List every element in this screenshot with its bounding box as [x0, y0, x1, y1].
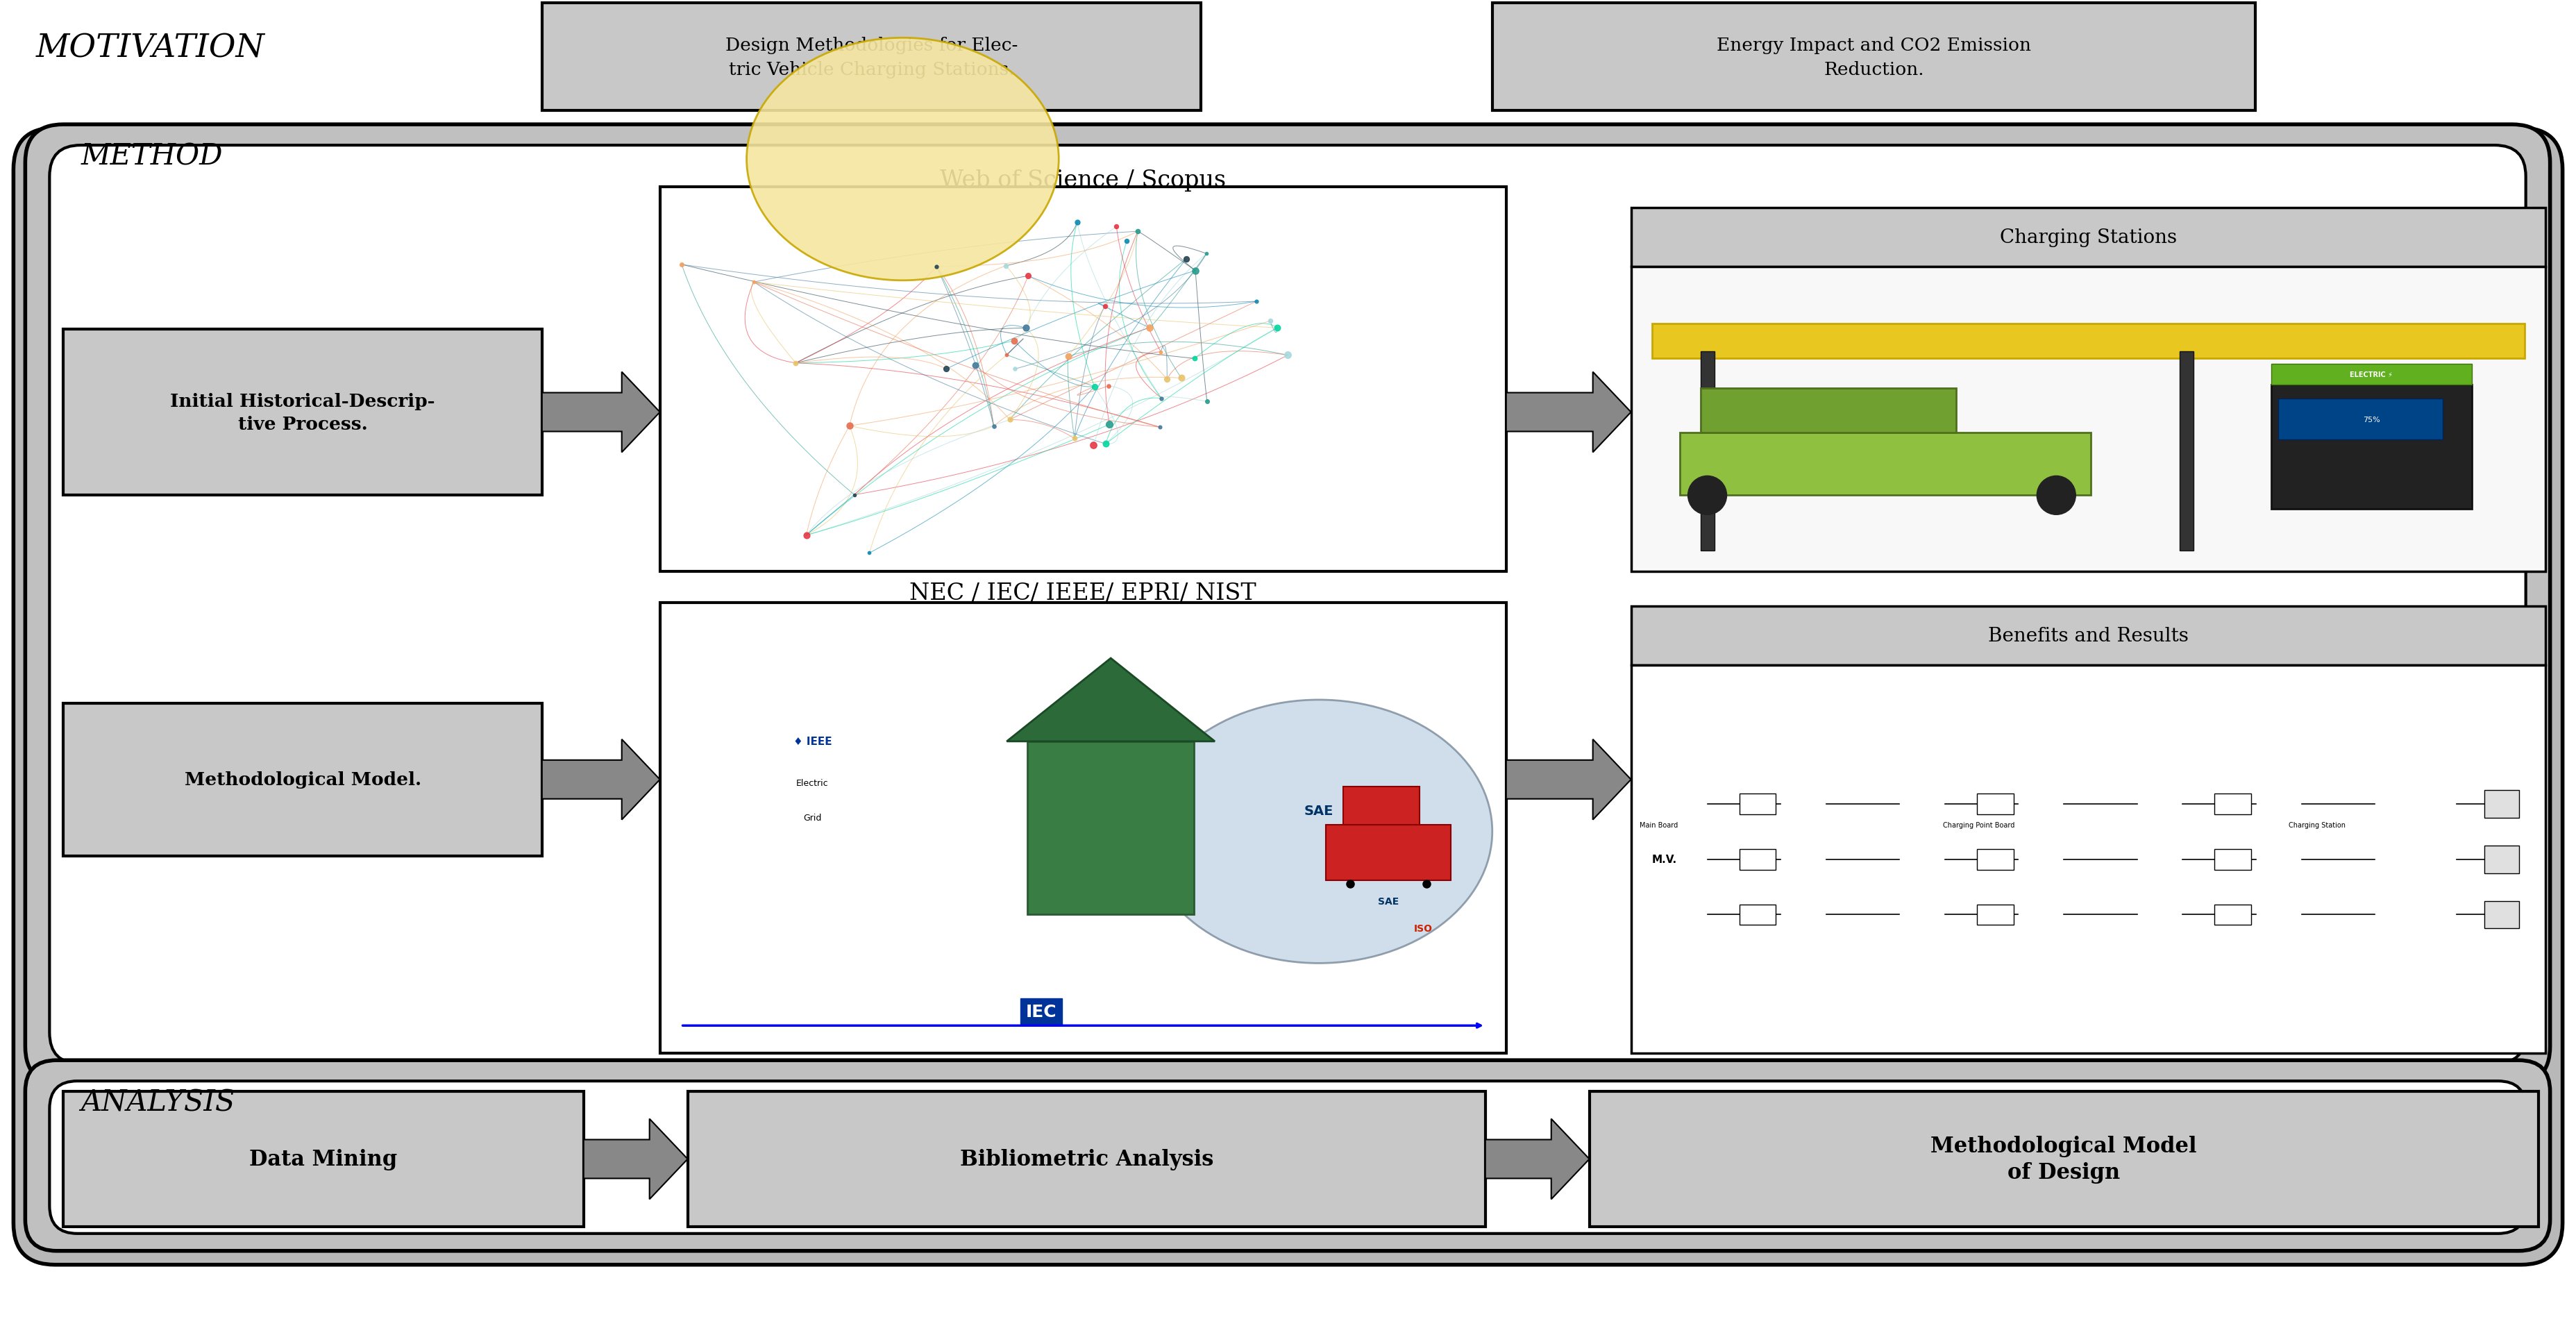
Bar: [2272, 364, 2473, 384]
FancyBboxPatch shape: [49, 1081, 2527, 1234]
Polygon shape: [1007, 658, 1216, 742]
Text: IEC: IEC: [1025, 1004, 1056, 1020]
Text: Data Mining: Data Mining: [250, 1148, 397, 1169]
Bar: [2277, 399, 2442, 441]
Bar: [1739, 849, 1775, 870]
Text: 75%: 75%: [2362, 417, 2380, 423]
Text: ANALYSIS: ANALYSIS: [80, 1087, 234, 1116]
Text: Energy Impact and CO2 Emission
Reduction.: Energy Impact and CO2 Emission Reduction…: [1716, 37, 2030, 79]
Text: Charging Stations: Charging Stations: [1999, 228, 2177, 247]
Bar: [541, 4, 1200, 111]
Bar: [2215, 849, 2251, 870]
Text: SAE: SAE: [1303, 804, 1334, 817]
Bar: [64, 330, 541, 495]
Text: Methodological Model.: Methodological Model.: [185, 772, 420, 789]
FancyBboxPatch shape: [26, 1060, 2550, 1251]
Text: Charging Station: Charging Station: [2287, 821, 2344, 828]
Bar: [1739, 793, 1775, 814]
Text: NEC / IEC/ IEEE/ EPRI/ NIST: NEC / IEC/ IEEE/ EPRI/ NIST: [909, 582, 1257, 603]
Bar: [1651, 324, 2524, 359]
Circle shape: [2038, 477, 2076, 515]
Ellipse shape: [747, 39, 1059, 280]
Bar: [659, 187, 1507, 571]
FancyBboxPatch shape: [13, 128, 2563, 1264]
Text: METHOD: METHOD: [80, 142, 222, 171]
Polygon shape: [541, 740, 659, 820]
Bar: [2215, 793, 2251, 814]
Bar: [1976, 793, 2014, 814]
Bar: [2486, 845, 2519, 873]
Bar: [1700, 388, 1955, 434]
Bar: [2179, 351, 2192, 551]
Text: Charging Point Board: Charging Point Board: [1942, 821, 2014, 828]
Bar: [1589, 1092, 2537, 1227]
Bar: [2272, 384, 2473, 510]
Polygon shape: [1486, 1119, 1589, 1199]
FancyBboxPatch shape: [26, 125, 2550, 1084]
Text: Electric: Electric: [796, 778, 829, 788]
Bar: [1680, 434, 2092, 495]
Bar: [64, 1092, 585, 1227]
Bar: [1492, 4, 2254, 111]
FancyBboxPatch shape: [39, 135, 2537, 1244]
Bar: [1739, 904, 1775, 925]
Bar: [1976, 904, 2014, 925]
Text: ELECTRIC ⚡: ELECTRIC ⚡: [2349, 371, 2393, 378]
Polygon shape: [585, 1119, 688, 1199]
FancyBboxPatch shape: [49, 146, 2527, 1064]
Text: ♦ IEEE: ♦ IEEE: [793, 737, 832, 746]
Bar: [1342, 786, 1419, 825]
Text: M.V.: M.V.: [1651, 854, 1677, 865]
Bar: [1028, 742, 1195, 914]
Bar: [1631, 665, 2545, 1053]
Polygon shape: [1507, 372, 1631, 453]
Text: Initial Historical-Descrip-
tive Process.: Initial Historical-Descrip- tive Process…: [170, 392, 435, 433]
Bar: [1976, 849, 2014, 870]
Text: MOTIVATION: MOTIVATION: [36, 33, 265, 64]
Text: ISO: ISO: [1414, 924, 1432, 933]
Text: Web of Science / Scopus: Web of Science / Scopus: [940, 170, 1226, 191]
Text: Main Board: Main Board: [1638, 821, 1677, 828]
Bar: [64, 704, 541, 856]
Ellipse shape: [1146, 700, 1492, 964]
Bar: [1631, 208, 2545, 267]
Bar: [2486, 790, 2519, 818]
Text: Benefits and Results: Benefits and Results: [1989, 626, 2190, 645]
Polygon shape: [541, 372, 659, 453]
Text: Grid: Grid: [804, 813, 822, 822]
Bar: [1700, 351, 1713, 551]
Text: Methodological Model
of Design: Methodological Model of Design: [1932, 1135, 2197, 1183]
Circle shape: [1687, 477, 1726, 515]
Text: Bibliometric Analysis: Bibliometric Analysis: [961, 1148, 1213, 1169]
Polygon shape: [1507, 740, 1631, 820]
Bar: [659, 603, 1507, 1053]
Bar: [1631, 267, 2545, 571]
Bar: [688, 1092, 1486, 1227]
Text: SAE: SAE: [1378, 896, 1399, 906]
Text: Design Methodologies for Elec-
tric Vehicle Charging Stations.: Design Methodologies for Elec- tric Vehi…: [726, 37, 1018, 79]
Bar: [2215, 904, 2251, 925]
Bar: [1327, 825, 1450, 880]
Bar: [1631, 606, 2545, 665]
Bar: [2486, 901, 2519, 929]
